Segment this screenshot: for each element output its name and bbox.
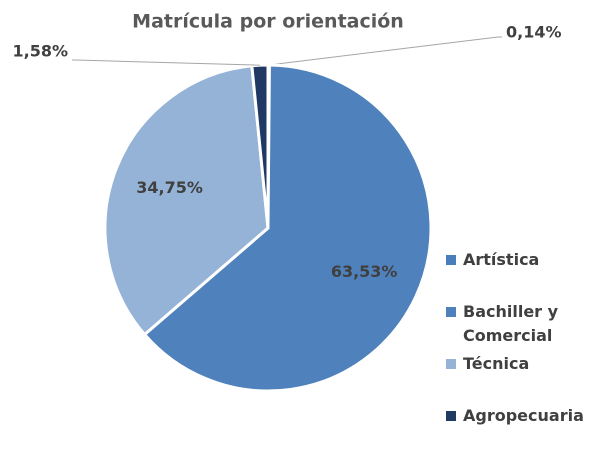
data-label: 0,14%: [506, 23, 562, 42]
legend-swatch: [446, 359, 456, 369]
legend-item: Bachiller y Comercial: [446, 300, 596, 352]
data-label: 63,53%: [331, 262, 398, 281]
legend-item: Agropecuaria: [446, 404, 596, 456]
pie-slice: [103, 64, 270, 337]
legend-item: Técnica: [446, 352, 596, 404]
legend-swatch: [446, 255, 456, 265]
data-label: 34,75%: [136, 178, 203, 197]
data-label: 1,58%: [12, 42, 68, 61]
legend-swatch: [446, 307, 456, 317]
legend-label: Artística: [463, 250, 540, 269]
legend-label: Agropecuaria: [463, 406, 584, 425]
chart: Matrícula por orientación 0,14% 63,53% 34,…: [12, 11, 562, 393]
pie-slice: [142, 63, 433, 393]
legend-label: Técnica: [463, 354, 530, 373]
pie-slice: [250, 63, 270, 229]
leader-line: [268, 36, 502, 66]
leader-line: [72, 59, 260, 66]
page: Matrícula por orientación 0,14% 63,53% 34,…: [12, 10, 584, 425]
legend-item: Artística: [446, 248, 596, 300]
legend: Artística Bachiller y Comercial Técnica Agr…: [446, 248, 596, 456]
legend-swatch: [446, 411, 456, 421]
legend-label: Bachiller y Comercial: [463, 302, 559, 345]
chart-title: Matrícula por orientación: [132, 11, 404, 33]
